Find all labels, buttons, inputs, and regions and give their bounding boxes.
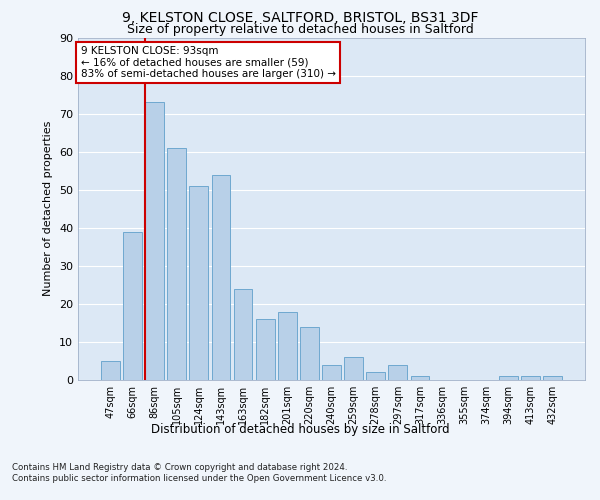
- Bar: [543, 376, 562, 380]
- Text: Contains public sector information licensed under the Open Government Licence v3: Contains public sector information licen…: [12, 474, 386, 483]
- Bar: [256, 319, 275, 380]
- Bar: [101, 361, 120, 380]
- Text: 9 KELSTON CLOSE: 93sqm
← 16% of detached houses are smaller (59)
83% of semi-det: 9 KELSTON CLOSE: 93sqm ← 16% of detached…: [80, 46, 335, 80]
- Bar: [123, 232, 142, 380]
- Bar: [367, 372, 385, 380]
- Bar: [344, 357, 363, 380]
- Bar: [521, 376, 540, 380]
- Bar: [145, 102, 164, 380]
- Bar: [167, 148, 186, 380]
- Bar: [322, 365, 341, 380]
- Text: Distribution of detached houses by size in Saltford: Distribution of detached houses by size …: [151, 422, 449, 436]
- Bar: [190, 186, 208, 380]
- Y-axis label: Number of detached properties: Number of detached properties: [43, 121, 53, 296]
- Bar: [212, 174, 230, 380]
- Text: Size of property relative to detached houses in Saltford: Size of property relative to detached ho…: [127, 22, 473, 36]
- Bar: [300, 326, 319, 380]
- Bar: [278, 312, 296, 380]
- Text: 9, KELSTON CLOSE, SALTFORD, BRISTOL, BS31 3DF: 9, KELSTON CLOSE, SALTFORD, BRISTOL, BS3…: [122, 11, 478, 25]
- Bar: [233, 288, 253, 380]
- Bar: [388, 365, 407, 380]
- Bar: [499, 376, 518, 380]
- Text: Contains HM Land Registry data © Crown copyright and database right 2024.: Contains HM Land Registry data © Crown c…: [12, 462, 347, 471]
- Bar: [410, 376, 430, 380]
